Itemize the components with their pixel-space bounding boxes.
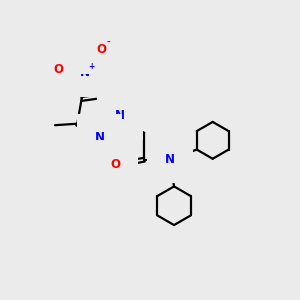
Text: +: + [88,62,95,71]
Text: O: O [96,44,106,56]
Text: N: N [80,66,90,79]
Text: O: O [53,63,64,76]
Text: -: - [106,38,110,47]
Text: N: N [94,131,104,144]
Text: N: N [165,153,175,166]
Text: O: O [110,158,120,171]
Text: N: N [115,109,125,122]
